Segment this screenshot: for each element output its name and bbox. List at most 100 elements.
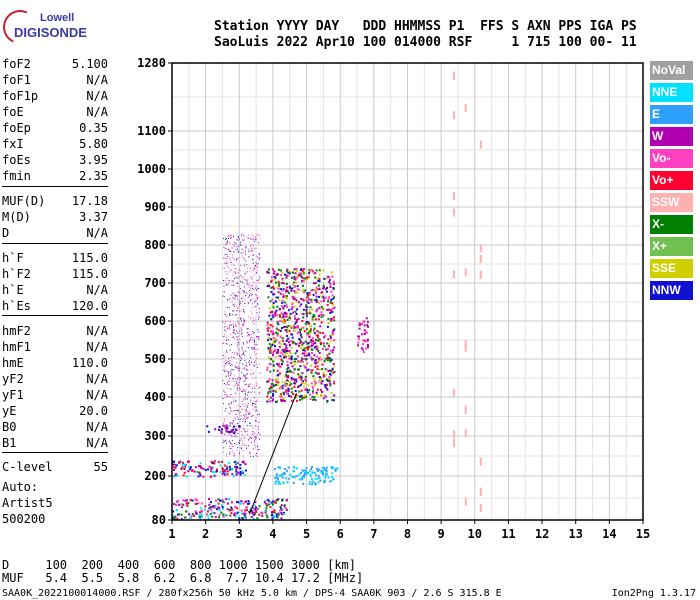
echo-point xyxy=(183,463,186,466)
param-name: fxI xyxy=(2,137,24,151)
echo-point xyxy=(290,395,292,398)
echo-point xyxy=(236,283,238,284)
echo-point xyxy=(181,466,184,469)
echo-point xyxy=(224,469,226,472)
echo-point xyxy=(295,313,298,315)
echo-point xyxy=(325,290,328,293)
echo-point xyxy=(246,365,247,367)
echo-point xyxy=(250,310,252,312)
echo-point xyxy=(280,398,282,401)
echo-point xyxy=(214,504,217,507)
echo-point xyxy=(305,328,308,331)
echo-point xyxy=(231,436,233,438)
echo-point xyxy=(366,343,369,346)
echo-point xyxy=(226,336,228,338)
param-value: 115.0 xyxy=(71,267,108,281)
echo-point xyxy=(266,333,269,336)
echo-point xyxy=(237,317,239,319)
echo-point xyxy=(234,251,236,253)
echo-point xyxy=(249,413,251,415)
echo-point xyxy=(235,470,238,473)
echo-point xyxy=(243,292,245,294)
echo-point xyxy=(221,503,223,506)
echo-point xyxy=(315,339,318,342)
param-row: foEp 0.35 xyxy=(2,121,108,137)
echo-point xyxy=(255,404,257,406)
echo-point xyxy=(278,345,281,348)
echo-point xyxy=(180,506,183,509)
echo-point xyxy=(322,372,325,375)
echo-point xyxy=(283,325,286,328)
echo-point xyxy=(256,410,258,412)
echo-point xyxy=(288,381,291,384)
x-tick-label: 14 xyxy=(602,527,616,541)
echo-point xyxy=(278,355,281,358)
echo-point xyxy=(311,395,314,398)
echo-point xyxy=(255,294,257,296)
echo-point xyxy=(243,318,245,320)
echo-point xyxy=(242,363,244,365)
echo-point xyxy=(257,279,259,281)
echo-point xyxy=(236,416,238,418)
echo-point xyxy=(281,363,283,366)
echo-point xyxy=(271,344,274,346)
echo-point xyxy=(280,343,283,346)
echo-point xyxy=(240,500,243,502)
echo-point xyxy=(305,347,308,350)
echo-point xyxy=(253,504,256,507)
echo-point xyxy=(224,247,226,249)
echo-point xyxy=(241,255,243,257)
echo-point xyxy=(249,294,250,296)
echo-point xyxy=(222,468,225,471)
version-label: Ion2Png 1.3.17 xyxy=(611,588,696,599)
echo-point xyxy=(300,478,303,481)
echo-point xyxy=(257,445,258,447)
echo-point xyxy=(250,276,252,278)
echo-point xyxy=(244,417,246,419)
echo-point xyxy=(235,243,237,245)
echo-point xyxy=(275,300,278,303)
echo-point xyxy=(224,239,226,241)
echo-point xyxy=(288,314,291,317)
echo-point xyxy=(276,363,279,366)
echo-point xyxy=(292,271,295,274)
echo-point xyxy=(183,471,186,474)
echo-point xyxy=(282,316,285,319)
echo-point xyxy=(282,319,285,322)
param-name: B1 xyxy=(2,436,17,450)
echo-point xyxy=(290,347,293,350)
echo-point xyxy=(276,314,279,317)
echo-point xyxy=(254,407,256,409)
echo-point xyxy=(230,394,232,396)
echo-point xyxy=(315,310,318,313)
echo-point xyxy=(298,390,301,393)
echo-point xyxy=(245,445,247,447)
echo-point xyxy=(241,372,243,374)
echo-point xyxy=(250,373,252,375)
echo-point xyxy=(240,390,242,392)
echo-point xyxy=(267,329,269,332)
digisonde-logo: Lowell DIGISONDE xyxy=(0,5,87,50)
echo-point xyxy=(218,516,220,519)
echo-point xyxy=(255,382,257,384)
echo-point xyxy=(225,362,227,364)
echo-point xyxy=(270,317,273,320)
echo-point xyxy=(242,512,245,515)
echo-point xyxy=(174,466,177,469)
echo-point xyxy=(248,364,250,366)
echo-point xyxy=(223,433,225,435)
echo-point xyxy=(208,507,211,510)
echo-point xyxy=(247,392,249,393)
echo-point xyxy=(227,248,229,250)
echo-point xyxy=(238,370,240,372)
echo-point xyxy=(217,502,220,505)
echo-point xyxy=(228,327,230,329)
echo-point xyxy=(327,338,330,341)
echo-point xyxy=(272,369,275,372)
echo-point xyxy=(358,322,361,325)
echo-point xyxy=(229,425,231,427)
echo-point xyxy=(227,373,229,375)
echo-point xyxy=(243,235,245,237)
echo-point xyxy=(333,365,336,368)
echo-point xyxy=(236,507,239,510)
